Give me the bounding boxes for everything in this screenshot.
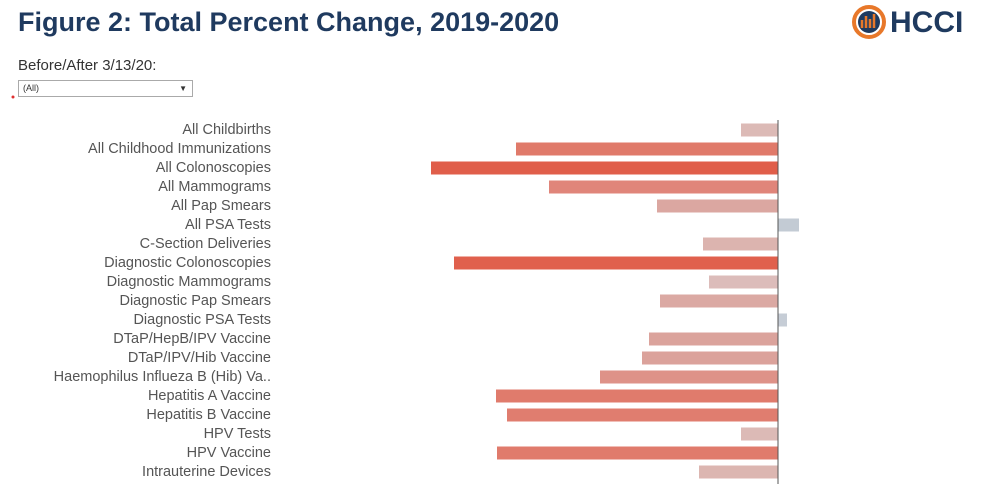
category-label: Hepatitis A Vaccine (148, 388, 271, 404)
category-label: All PSA Tests (185, 217, 271, 233)
category-label: All Colonoscopies (156, 160, 271, 176)
category-label: HPV Vaccine (187, 445, 271, 461)
bar (703, 237, 778, 251)
bar (741, 123, 778, 137)
category-label: Haemophilus Influeza B (Hib) Va.. (54, 369, 271, 385)
category-label: All Childhood Immunizations (88, 141, 271, 157)
bar (507, 408, 778, 422)
filter-dropdown[interactable]: (All) ▼ (18, 80, 193, 97)
bar (649, 332, 778, 346)
filter-label: Before/After 3/13/20: (18, 57, 156, 74)
category-label: C-Section Deliveries (140, 236, 271, 252)
bar (496, 389, 778, 403)
category-label: Hepatitis B Vaccine (146, 407, 271, 423)
category-label: All Mammograms (158, 179, 271, 195)
logo-bars (860, 14, 876, 28)
category-label: DTaP/HepB/IPV Vaccine (113, 331, 271, 347)
bar (709, 275, 778, 289)
category-label: Diagnostic Colonoscopies (104, 255, 271, 271)
chart-title: Figure 2: Total Percent Change, 2019-202… (18, 7, 559, 37)
bar (431, 161, 778, 175)
bar (549, 180, 778, 194)
bar (600, 370, 778, 384)
filter-value: (All) (23, 83, 39, 93)
logo: HCCI (852, 5, 963, 39)
category-label: All Childbirths (182, 122, 271, 138)
bar (660, 294, 778, 308)
bar (778, 218, 799, 232)
marker-dot (11, 95, 15, 99)
bar (699, 465, 778, 479)
bar (657, 199, 778, 213)
category-label: HPV Tests (204, 426, 271, 442)
dropdown-arrow: ▼ (179, 84, 187, 93)
category-label: All Pap Smears (171, 198, 271, 214)
logo-text: HCCI (890, 6, 963, 39)
bar (778, 313, 787, 327)
bar (741, 427, 778, 441)
category-label: Diagnostic Mammograms (107, 274, 271, 290)
category-label: Diagnostic PSA Tests (133, 312, 271, 328)
category-label: DTaP/IPV/Hib Vaccine (128, 350, 271, 366)
bar (642, 351, 778, 365)
bar (497, 446, 778, 460)
bar (516, 142, 778, 156)
category-label: Diagnostic Pap Smears (119, 293, 271, 309)
bar (454, 256, 778, 270)
category-label: Intrauterine Devices (142, 464, 271, 480)
